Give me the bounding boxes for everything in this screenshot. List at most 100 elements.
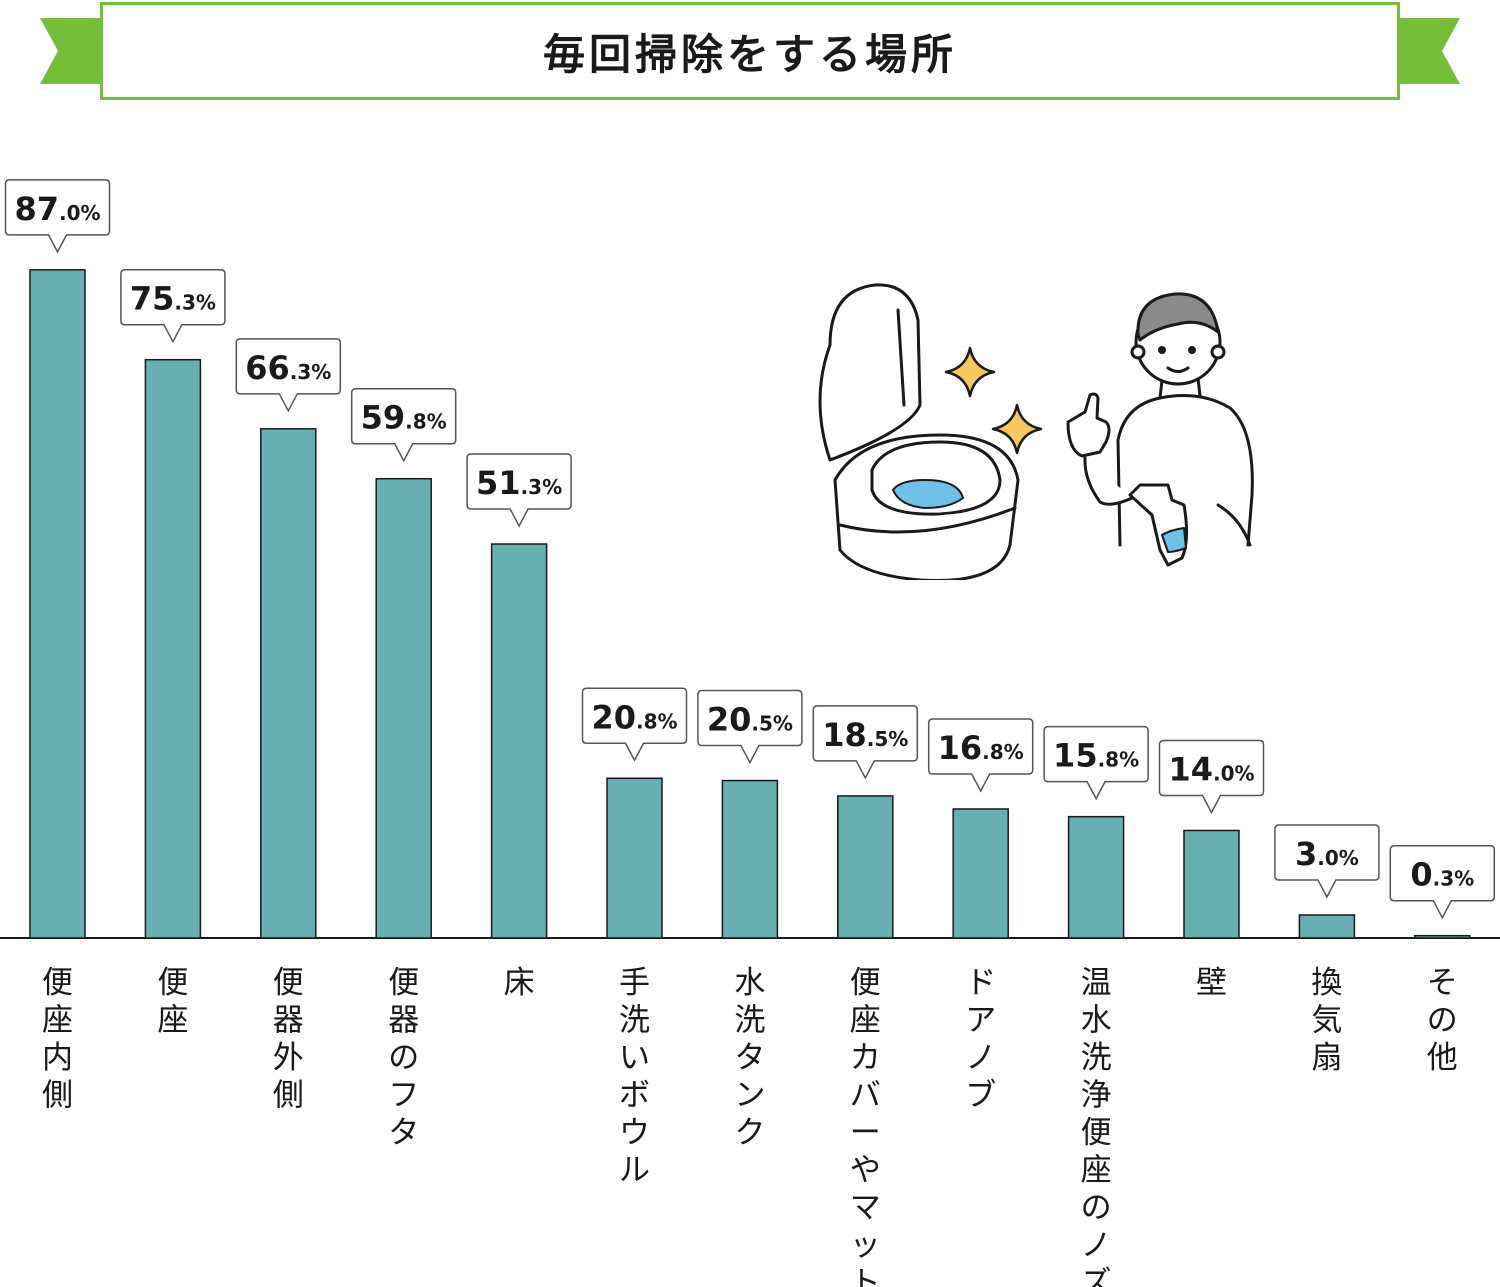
value-label: 15.8% [1043,725,1149,801]
value-callout [466,453,572,528]
value-label: 59.8% [350,387,457,463]
category-char: 座 [850,1003,881,1039]
category-char: 便 [1081,1115,1112,1151]
value-label: 3.0% [1274,824,1380,899]
bar [144,358,202,939]
title-banner [40,2,1460,100]
value-label: 66.3% [235,338,342,413]
value-text: 87.0% [14,190,100,228]
value-text: 75.3% [130,280,216,318]
category-char: 座 [157,1003,188,1039]
value-text: 0.3% [1410,856,1474,894]
category-char: 外 [273,1040,304,1076]
category-char: ズ [1081,1265,1112,1287]
bar [490,543,548,939]
bar [1067,815,1125,939]
value-callout [1158,739,1265,815]
value-callout [1274,824,1380,899]
bar [1298,914,1356,939]
bar [952,808,1009,939]
category-char: ッ [850,1228,881,1264]
bar [1183,829,1240,939]
category-char: 扇 [1311,1040,1342,1076]
person-with-spray-icon [1066,292,1254,567]
category-char: マ [850,1190,881,1226]
value-label: 18.5% [812,705,919,780]
category-char: ド [965,965,996,1001]
category-char: 洗 [619,1003,650,1039]
category-char: ア [965,1003,996,1039]
category-char: ノ [1081,1228,1112,1264]
ribbon-left [40,18,110,84]
category-char: ト [850,1265,881,1287]
bar [375,477,432,939]
category-char: 側 [273,1078,304,1114]
category-char: の [1427,1003,1458,1039]
illustration [818,283,1254,580]
category-char: 便 [273,965,304,1001]
value-text: 15.8% [1053,737,1139,775]
category-char: 気 [1311,1003,1342,1039]
category-label: 床 [504,965,535,1001]
category-char: 水 [734,965,765,1001]
category-char: カ [850,1040,881,1076]
value-callout [1043,725,1149,801]
category-char: ウ [619,1115,650,1151]
category-char: ブ [965,1078,996,1114]
value-text: 20.8% [591,698,677,736]
toilet-icon [818,283,1020,580]
value-text: 16.8% [938,729,1024,767]
category-char: ノ [965,1040,996,1076]
category-char: 温 [1081,965,1112,1001]
value-callout [1389,844,1496,920]
value-callout [812,705,919,780]
category-char: の [1081,1190,1112,1226]
value-text: 66.3% [245,349,331,387]
value-text: 14.0% [1168,750,1254,788]
value-label: 20.8% [581,687,688,762]
category-char: フ [388,1078,419,1114]
category-char: 器 [273,1003,304,1039]
category-char: 内 [42,1040,73,1076]
category-char: 便 [42,965,73,1001]
category-char: 便 [850,965,881,1001]
category-char: 換 [1311,965,1342,1001]
category-char: 手 [619,965,650,1001]
category-label: 温水洗浄便座のノズル [1081,965,1112,1287]
value-label: 20.5% [697,689,803,765]
category-label: 換気扇 [1311,965,1342,1076]
value-label: 16.8% [927,718,1034,793]
category-char: 便 [388,965,419,1001]
category-char: ボ [619,1078,650,1114]
value-label: 0.3% [1389,844,1496,920]
bar [260,428,317,939]
category-char: ー [850,1115,881,1151]
category-char: 壁 [1196,965,1227,1001]
category-char: 便 [157,965,188,1001]
value-callout [4,179,111,254]
value-callout [350,387,457,463]
bar [721,779,779,939]
value-callout [927,718,1034,793]
bar [1414,934,1471,939]
category-label: 便座 [157,965,188,1039]
category-char: い [619,1040,650,1076]
ribbon-right [1390,18,1460,84]
title-box [100,2,1400,100]
category-char: 座 [1081,1153,1112,1189]
category-char: や [850,1153,881,1189]
category-char: の [388,1040,419,1076]
bar [606,777,663,939]
category-char: そ [1427,965,1458,1001]
category-char: 床 [504,965,535,1001]
category-label: 壁 [1196,965,1227,1001]
value-text: 20.5% [707,701,793,739]
category-char: 水 [1081,1003,1112,1039]
category-char: 側 [42,1078,73,1114]
